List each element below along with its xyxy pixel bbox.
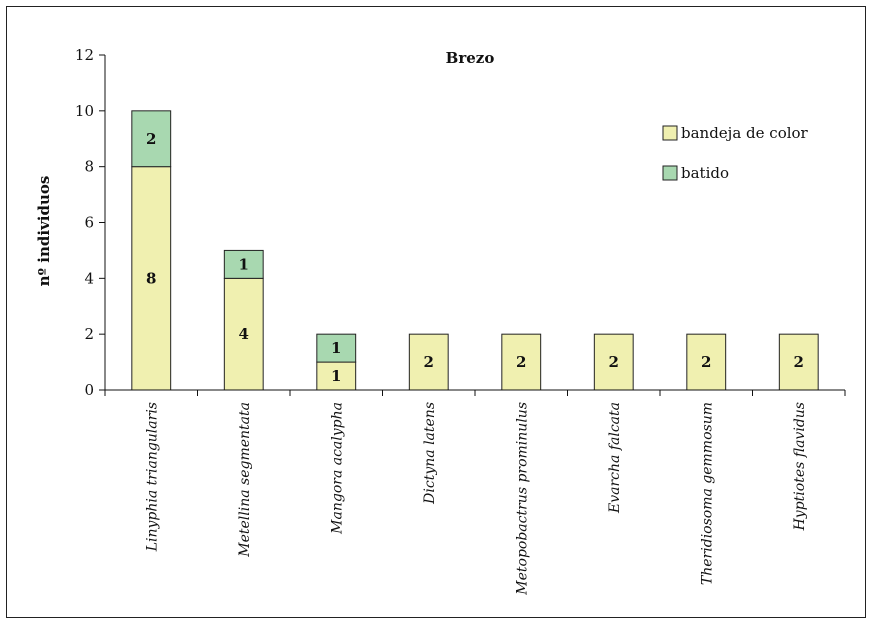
y-tick-label: 0 — [84, 381, 94, 399]
bar-value-label: 8 — [146, 269, 156, 287]
bar-segment — [316, 361, 357, 391]
y-axis-label: nº individuos — [35, 176, 53, 287]
bar-segment — [223, 249, 264, 279]
bar-segment — [223, 277, 264, 391]
legend: bandeja de color batido — [662, 124, 809, 182]
bar-value-label: 4 — [239, 325, 249, 343]
bar-value-label: 2 — [424, 353, 434, 371]
bar-segment — [778, 333, 819, 391]
y-tick-label: 6 — [84, 214, 94, 232]
bar-value-label: 2 — [701, 353, 711, 371]
y-tick-label: 8 — [84, 158, 94, 176]
bar-segment — [593, 333, 634, 391]
bar-value-label: 1 — [239, 255, 249, 273]
bar-value-label: 2 — [609, 353, 619, 371]
x-tick-label: Mangora acalypha — [329, 402, 345, 535]
bar-segment — [408, 333, 449, 391]
bar-segment — [131, 110, 172, 168]
x-tick-label: Linyphia triangularis — [144, 402, 160, 552]
bars-layer: 8 2 4 1 1 1 2 2 2 2 2 — [131, 110, 819, 391]
y-tick-label: 10 — [75, 102, 94, 120]
x-tick-label: Evarcha falcata — [607, 402, 623, 514]
y-tick-label: 2 — [84, 325, 94, 343]
x-tick-label: Metellina segmentata — [237, 402, 253, 558]
legend-label: batido — [681, 164, 729, 182]
bar-segment — [316, 333, 357, 363]
x-tick-label: Hyptiotes flavidus — [792, 402, 808, 531]
bar-value-label: 2 — [794, 353, 804, 371]
bar-value-label: 2 — [146, 130, 156, 148]
legend-swatch — [662, 125, 678, 141]
x-tick-label: Dictyna latens — [422, 402, 438, 505]
y-tick-label: 4 — [84, 269, 94, 287]
bar-value-label: 2 — [516, 353, 526, 371]
x-tick-label: Metopobactrus prominulus — [514, 402, 530, 596]
y-tick-label: 12 — [75, 46, 94, 64]
legend-label: bandeja de color — [681, 124, 809, 142]
bar-value-label: 1 — [331, 339, 341, 357]
chart-title: Brezo — [446, 49, 495, 67]
bar-value-label: 1 — [331, 367, 341, 385]
bar-segment — [686, 333, 727, 391]
legend-swatch — [662, 165, 678, 181]
x-tick-label: Theridiosoma gemmosum — [699, 402, 715, 585]
bar-segment — [131, 166, 172, 391]
